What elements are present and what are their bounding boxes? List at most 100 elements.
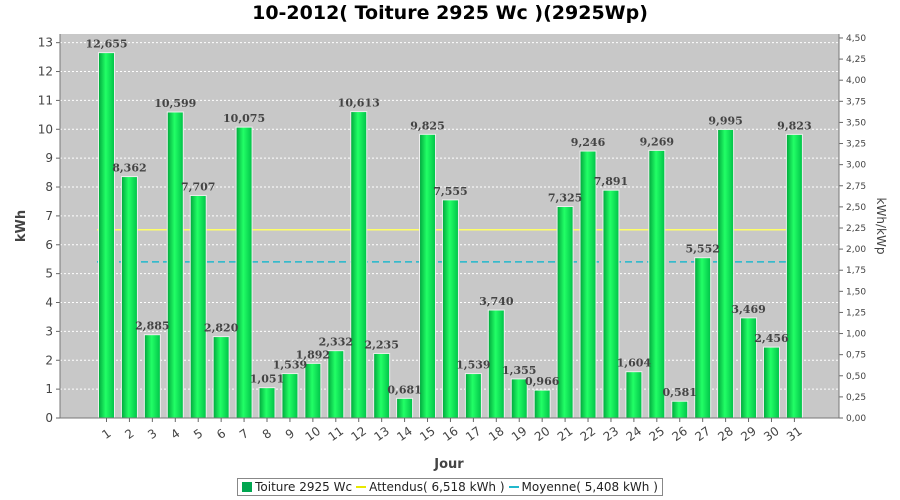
data-label: 1,051: [250, 373, 284, 386]
x-tick-label: 23: [601, 424, 622, 444]
y-right-tick-label: 1,25: [846, 308, 866, 318]
data-label: 7,555: [433, 185, 467, 198]
x-tick-label: 25: [647, 424, 668, 444]
data-label: 10,075: [223, 112, 265, 125]
x-tick-label: 28: [715, 424, 736, 444]
y-axis-right-title: kWh/kWp: [874, 198, 888, 255]
data-label: 9,269: [640, 135, 674, 148]
data-label: 2,885: [135, 320, 169, 333]
y-right-tick-label: 0,00: [846, 414, 866, 424]
bar-day-14: [396, 397, 414, 419]
data-label: 10,613: [338, 97, 380, 110]
bar-day-6: [212, 336, 230, 419]
bar-day-15: [419, 133, 437, 419]
bar-day-30: [762, 346, 780, 419]
y-tick-label: 4: [45, 296, 53, 310]
y-tick-label: 12: [38, 65, 53, 79]
bar-day-10: [304, 362, 322, 419]
data-label: 2,332: [319, 336, 353, 349]
legend-label-average: Moyenne( 5,408 kWh ): [521, 480, 658, 494]
x-tick-label: 27: [692, 424, 713, 444]
bar-day-2: [120, 176, 138, 419]
data-label: 3,740: [479, 295, 514, 308]
y-right-tick-label: 0,25: [846, 393, 866, 403]
data-label: 10,599: [154, 97, 196, 110]
x-tick-label: 8: [260, 426, 274, 442]
data-label: 9,823: [777, 119, 811, 132]
y-tick-label: 1: [45, 382, 53, 396]
data-labels: 12,655 8,362 2,885 10,599 7,707 2,820 10,075 1,…: [85, 38, 811, 400]
x-tick-label: 14: [394, 424, 415, 444]
bar-day-17: [464, 373, 482, 419]
x-tick-label: 1: [99, 426, 113, 442]
bar-day-23: [602, 189, 620, 419]
x-tick-label: 20: [532, 424, 553, 444]
data-label: 0,681: [387, 383, 421, 396]
data-label: 2,820: [204, 322, 239, 335]
legend-label-production: Toiture 2925 Wc: [255, 480, 353, 494]
data-label: 8,362: [112, 162, 146, 175]
bar-day-31: [785, 133, 803, 419]
bar-day-26: [671, 400, 689, 419]
bar-day-22: [579, 150, 597, 419]
y-right-tick-label: 1,75: [846, 266, 866, 276]
bar-day-12: [350, 111, 368, 419]
y-tick-label: 7: [45, 209, 53, 223]
bar-day-1: [98, 52, 115, 419]
x-tick-label: 31: [784, 424, 805, 444]
bar-day-28: [717, 128, 735, 419]
y-right-tick-label: 3,50: [846, 118, 866, 128]
bar-day-5: [189, 194, 207, 419]
y-axis-title: kWh: [14, 210, 29, 242]
x-tick-label: 18: [486, 424, 507, 444]
bar-day-25: [648, 149, 666, 419]
y-right-tick-label: 3,25: [846, 140, 866, 150]
x-tick-label: 16: [440, 424, 461, 444]
legend-item-average: Moyenne( 5,408 kWh ): [508, 480, 658, 494]
y-tick-label: 0: [45, 411, 53, 425]
bar-day-24: [625, 371, 643, 419]
y-right-tick-label: 3,75: [846, 97, 866, 107]
y-right-tick-label: 4,25: [846, 55, 866, 65]
y-right-tick-label: 3,00: [846, 161, 866, 171]
y-tick-label: 2: [45, 353, 53, 367]
y-right-tick-label: 4,50: [846, 34, 866, 44]
x-tick-label: 30: [761, 424, 782, 444]
data-label: 5,552: [685, 243, 719, 256]
x-tick-label: 12: [348, 424, 369, 444]
legend-swatch-expected-line: [356, 486, 367, 488]
x-tick-label: 4: [168, 426, 182, 442]
x-tick-label: 15: [417, 424, 438, 444]
bar-day-4: [166, 111, 184, 419]
y-right-tick-label: 0,75: [846, 351, 866, 361]
x-tick-label: 19: [509, 424, 530, 444]
y-tick-label: 13: [38, 36, 53, 50]
x-tick-label: 7: [237, 426, 251, 442]
data-label: 1,892: [296, 348, 330, 361]
data-label: 1,604: [617, 357, 652, 370]
bar-day-16: [441, 199, 459, 419]
data-label: 0,966: [525, 375, 560, 388]
data-label: 2,456: [754, 332, 789, 345]
y-tick-label: 9: [45, 151, 53, 165]
data-label: 12,655: [85, 38, 127, 51]
x-tick-label: 3: [145, 426, 159, 442]
y-right-tick-label: 1,00: [846, 330, 866, 340]
x-tick-label: 29: [738, 424, 759, 444]
data-label: 0,581: [663, 386, 697, 399]
legend: Toiture 2925 Wc Attendus( 6,518 kWh ) Mo…: [0, 478, 900, 496]
y-tick-label: 8: [45, 180, 53, 194]
bar-day-11: [327, 350, 345, 419]
y-right-tick-label: 2,75: [846, 182, 866, 192]
bar-day-8: [258, 387, 276, 419]
x-tick-label: 5: [191, 426, 205, 442]
data-label: 1,539: [456, 359, 490, 372]
bar-day-27: [694, 257, 712, 419]
x-tick-label: 6: [214, 426, 228, 442]
data-label: 1,355: [502, 364, 536, 377]
bar-day-21: [556, 206, 574, 419]
x-tick-label: 2: [122, 426, 136, 442]
y-tick-label: 11: [38, 93, 53, 107]
bar-day-3: [143, 334, 161, 419]
y-tick-label: 3: [45, 324, 53, 338]
